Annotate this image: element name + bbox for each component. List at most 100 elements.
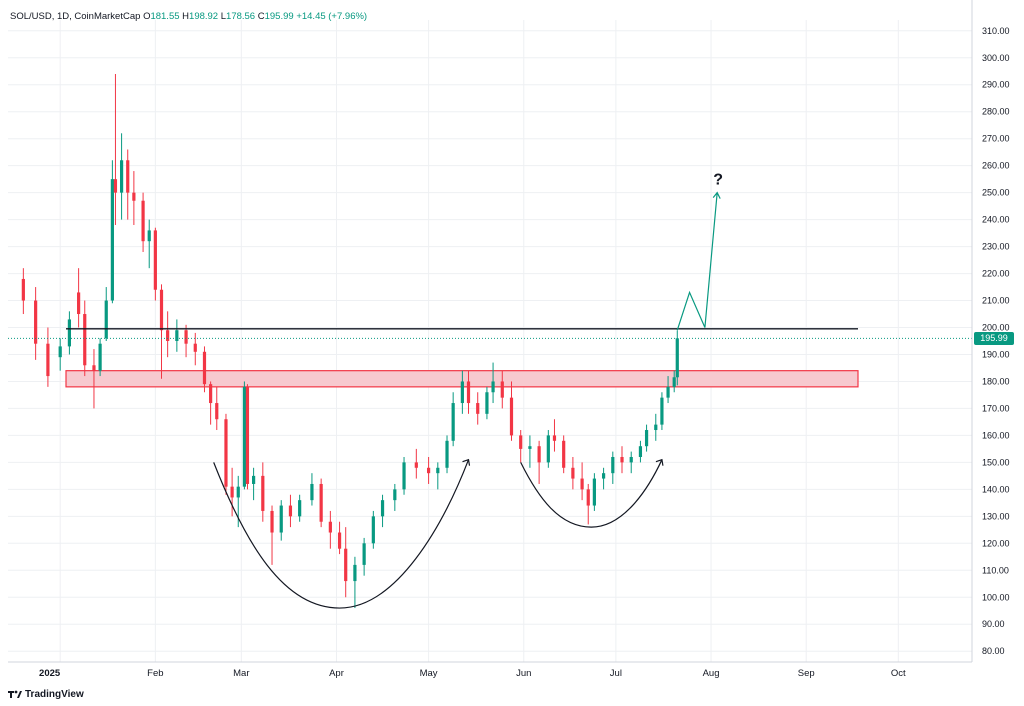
low-value: 178.56 (226, 11, 256, 22)
y-tick-label: 220.00 (982, 269, 1010, 279)
chart-header: SOL/USD, 1D, CoinMarketCap O181.55 H198.… (10, 11, 367, 22)
x-tick-label: Feb (147, 668, 163, 679)
symbol-label: SOL/USD, 1D, CoinMarketCap (10, 11, 141, 22)
candle-body (426, 467, 431, 474)
y-tick-label: 100.00 (982, 592, 1010, 602)
candle-body (298, 500, 302, 517)
candle-body (236, 486, 240, 498)
candle-body (288, 505, 293, 517)
candle-body (261, 475, 265, 511)
y-tick-label: 210.00 (982, 296, 1010, 306)
open-label: O (143, 11, 151, 22)
change-value: +14.45 (+7.96%) (296, 11, 368, 22)
y-tick-label: 80.00 (982, 646, 1005, 656)
candle-body (485, 392, 489, 414)
candle-body (193, 343, 197, 352)
candle-body (153, 230, 157, 290)
candle-body (402, 462, 406, 490)
candle-body (675, 338, 679, 378)
candle-body (77, 292, 81, 315)
candle-body (224, 419, 228, 487)
candle-body (592, 478, 596, 506)
candle-body (132, 192, 136, 201)
y-tick-label: 140.00 (982, 484, 1010, 494)
y-tick-label: 310.00 (982, 26, 1010, 36)
grid (8, 20, 972, 662)
candle-body (209, 384, 213, 404)
candle-body (528, 446, 532, 449)
candle-body (46, 343, 50, 377)
candle-body (546, 435, 550, 463)
candle-body (230, 486, 234, 498)
high-label: H (182, 11, 190, 22)
x-tick-label: Apr (329, 668, 344, 679)
y-tick-label: 280.00 (982, 107, 1010, 117)
tradingview-logo-icon (8, 690, 22, 698)
candle-body (537, 446, 541, 463)
y-tick-label: 270.00 (982, 134, 1010, 144)
candle-body (98, 343, 102, 371)
x-tick-label: Jul (610, 668, 622, 679)
candle-body (491, 381, 495, 393)
candle-body (371, 516, 375, 544)
candle-body (414, 462, 418, 468)
candle-body (571, 467, 575, 479)
tradingview-branding[interactable]: TradingView (8, 687, 84, 701)
y-tick-label: 90.00 (982, 619, 1005, 629)
y-tick-label: 150.00 (982, 457, 1010, 467)
y-tick-label: 200.00 (982, 323, 1010, 333)
projection-path (676, 192, 718, 331)
candle-body (110, 179, 114, 301)
candle-body (67, 319, 72, 347)
candle-body (21, 278, 25, 301)
candle-body (436, 467, 440, 474)
candle-body (202, 351, 207, 385)
last-price-badge: 195.99 (974, 332, 1014, 345)
candle-body (601, 473, 606, 479)
candle-body (445, 440, 449, 468)
candle-body (92, 365, 96, 371)
y-tick-label: 130.00 (982, 511, 1010, 521)
open-value: 181.55 (150, 11, 180, 22)
candle-body (119, 160, 124, 193)
arc-arrowhead (462, 458, 471, 466)
candles (21, 73, 679, 609)
candle-body (580, 478, 584, 490)
rounding-arc (213, 459, 470, 609)
candle-body (141, 200, 145, 242)
x-tick-label: Aug (703, 668, 720, 679)
candle-body (611, 456, 615, 474)
tradingview-name: TradingView (25, 688, 84, 700)
candle-body (629, 456, 633, 463)
candle-body (380, 500, 385, 517)
candle-body (353, 564, 357, 582)
x-tick-label: Jun (516, 668, 531, 679)
x-tick-label: Sep (798, 668, 815, 679)
candle-body (175, 330, 179, 341)
candle-body (104, 300, 108, 339)
candle-body (586, 489, 590, 506)
candle-body (279, 505, 283, 533)
candle-body (666, 386, 670, 398)
candle-body (620, 456, 624, 463)
y-tick-label: 190.00 (982, 349, 1010, 359)
x-tick-label: 2025 (39, 668, 61, 679)
candle-body (126, 160, 130, 193)
low-label: L (220, 11, 227, 22)
candle-body (362, 543, 366, 565)
arc-arrowhead (655, 458, 664, 466)
y-tick-label: 160.00 (982, 430, 1010, 440)
y-tick-label: 120.00 (982, 538, 1010, 548)
candle-body (638, 446, 643, 457)
candle-body (476, 403, 480, 414)
x-tick-label: May (420, 668, 438, 679)
high-value: 198.92 (189, 11, 219, 22)
candle-body (509, 397, 514, 436)
candle-body (184, 330, 188, 344)
candle-body (519, 435, 523, 449)
candle-body (34, 300, 38, 344)
y-tick-label: 250.00 (982, 188, 1010, 198)
candle-body (337, 532, 342, 549)
